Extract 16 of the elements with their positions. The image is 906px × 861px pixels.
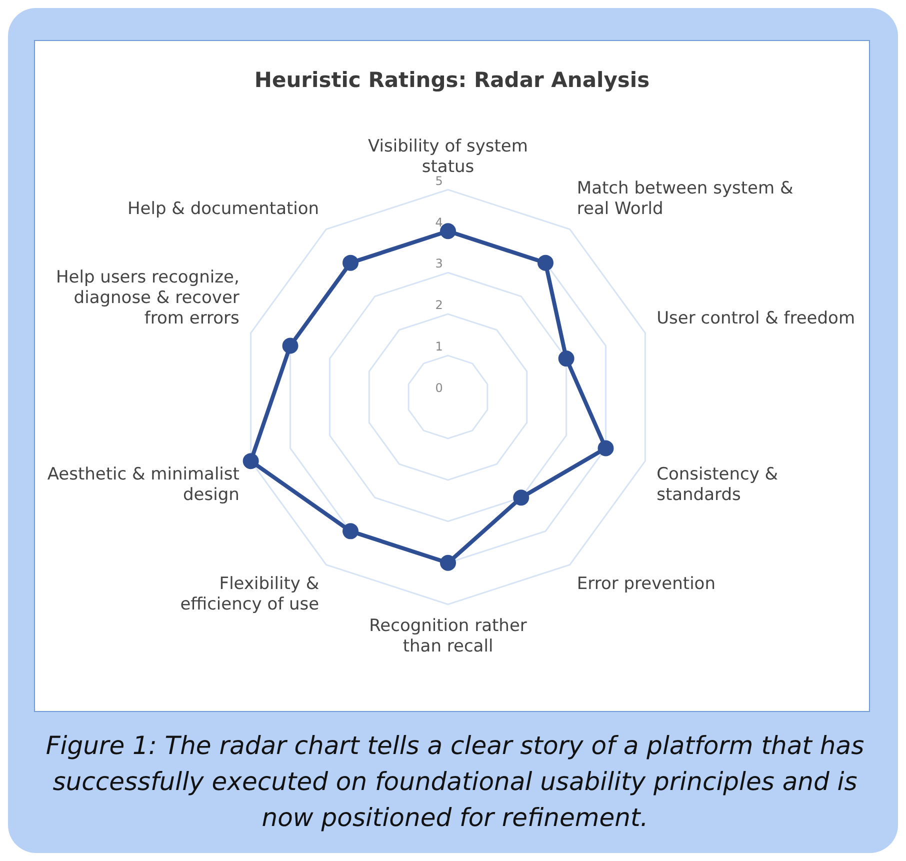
spoke-label: User control & freedom — [656, 308, 856, 328]
y-tick-label: 3 — [435, 256, 443, 271]
y-tick-label: 0 — [435, 381, 443, 396]
spoke-label: Match between system & real World — [576, 178, 794, 219]
spoke-label: Help users recognize, diagnose & recover from errors — [56, 268, 240, 328]
chart-title: Heuristic Ratings: Radar Analysis — [254, 68, 650, 92]
spoke-label: Flexibility & efficiency of use — [180, 574, 320, 614]
spoke-label: Aesthetic & minimalist design — [47, 464, 240, 505]
spoke-label: Consistency & standards — [656, 464, 778, 505]
spoke-label: Help & documentation — [128, 198, 320, 219]
spoke-label: Error prevention — [576, 574, 716, 594]
y-tick-label: 2 — [435, 298, 443, 312]
caption: Figure 1: The radar chart tells a clear story of a platform that has successfully executed on foundational usability principles and is now positioned for refinement. — [44, 730, 866, 834]
spoke-label: Recognition rather than recall — [369, 616, 527, 656]
y-tick-label: 4 — [435, 215, 443, 230]
y-tick-label: 1 — [435, 340, 443, 354]
